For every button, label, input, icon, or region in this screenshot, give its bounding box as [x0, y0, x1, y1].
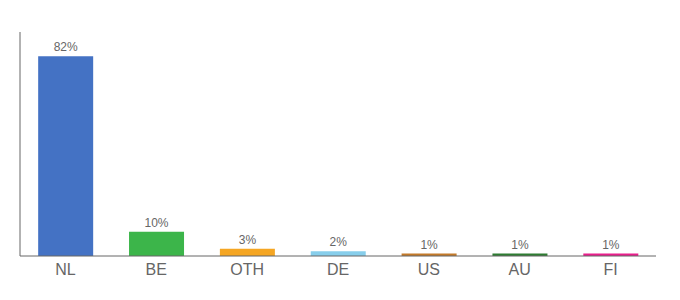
- svg-text:NL: NL: [55, 261, 76, 278]
- svg-text:1%: 1%: [420, 238, 438, 252]
- svg-text:1%: 1%: [602, 238, 620, 252]
- svg-text:1%: 1%: [511, 238, 529, 252]
- svg-text:BE: BE: [146, 261, 167, 278]
- svg-text:OTH: OTH: [230, 261, 264, 278]
- svg-text:DE: DE: [327, 261, 349, 278]
- svg-text:82%: 82%: [54, 40, 78, 54]
- svg-text:FI: FI: [603, 261, 617, 278]
- svg-text:2%: 2%: [330, 235, 348, 249]
- svg-text:US: US: [418, 261, 440, 278]
- svg-text:AU: AU: [509, 261, 531, 278]
- svg-text:3%: 3%: [239, 233, 257, 247]
- svg-text:10%: 10%: [145, 216, 169, 230]
